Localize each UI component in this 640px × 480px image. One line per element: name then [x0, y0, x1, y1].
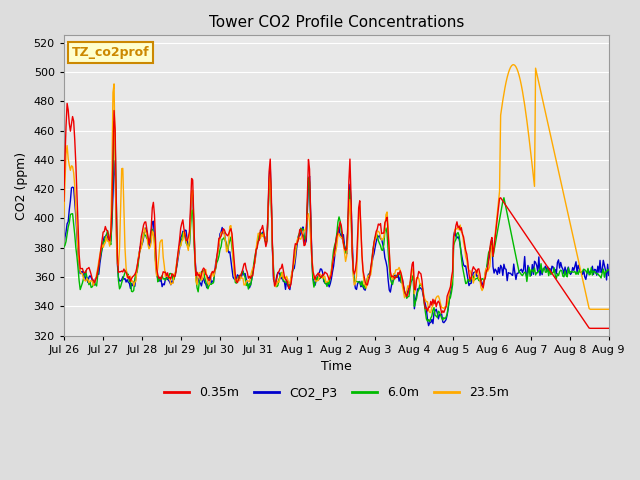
Y-axis label: CO2 (ppm): CO2 (ppm): [15, 151, 28, 219]
Legend: 0.35m, CO2_P3, 6.0m, 23.5m: 0.35m, CO2_P3, 6.0m, 23.5m: [159, 382, 514, 405]
Title: Tower CO2 Profile Concentrations: Tower CO2 Profile Concentrations: [209, 15, 464, 30]
X-axis label: Time: Time: [321, 360, 351, 373]
Text: TZ_co2prof: TZ_co2prof: [72, 46, 150, 59]
